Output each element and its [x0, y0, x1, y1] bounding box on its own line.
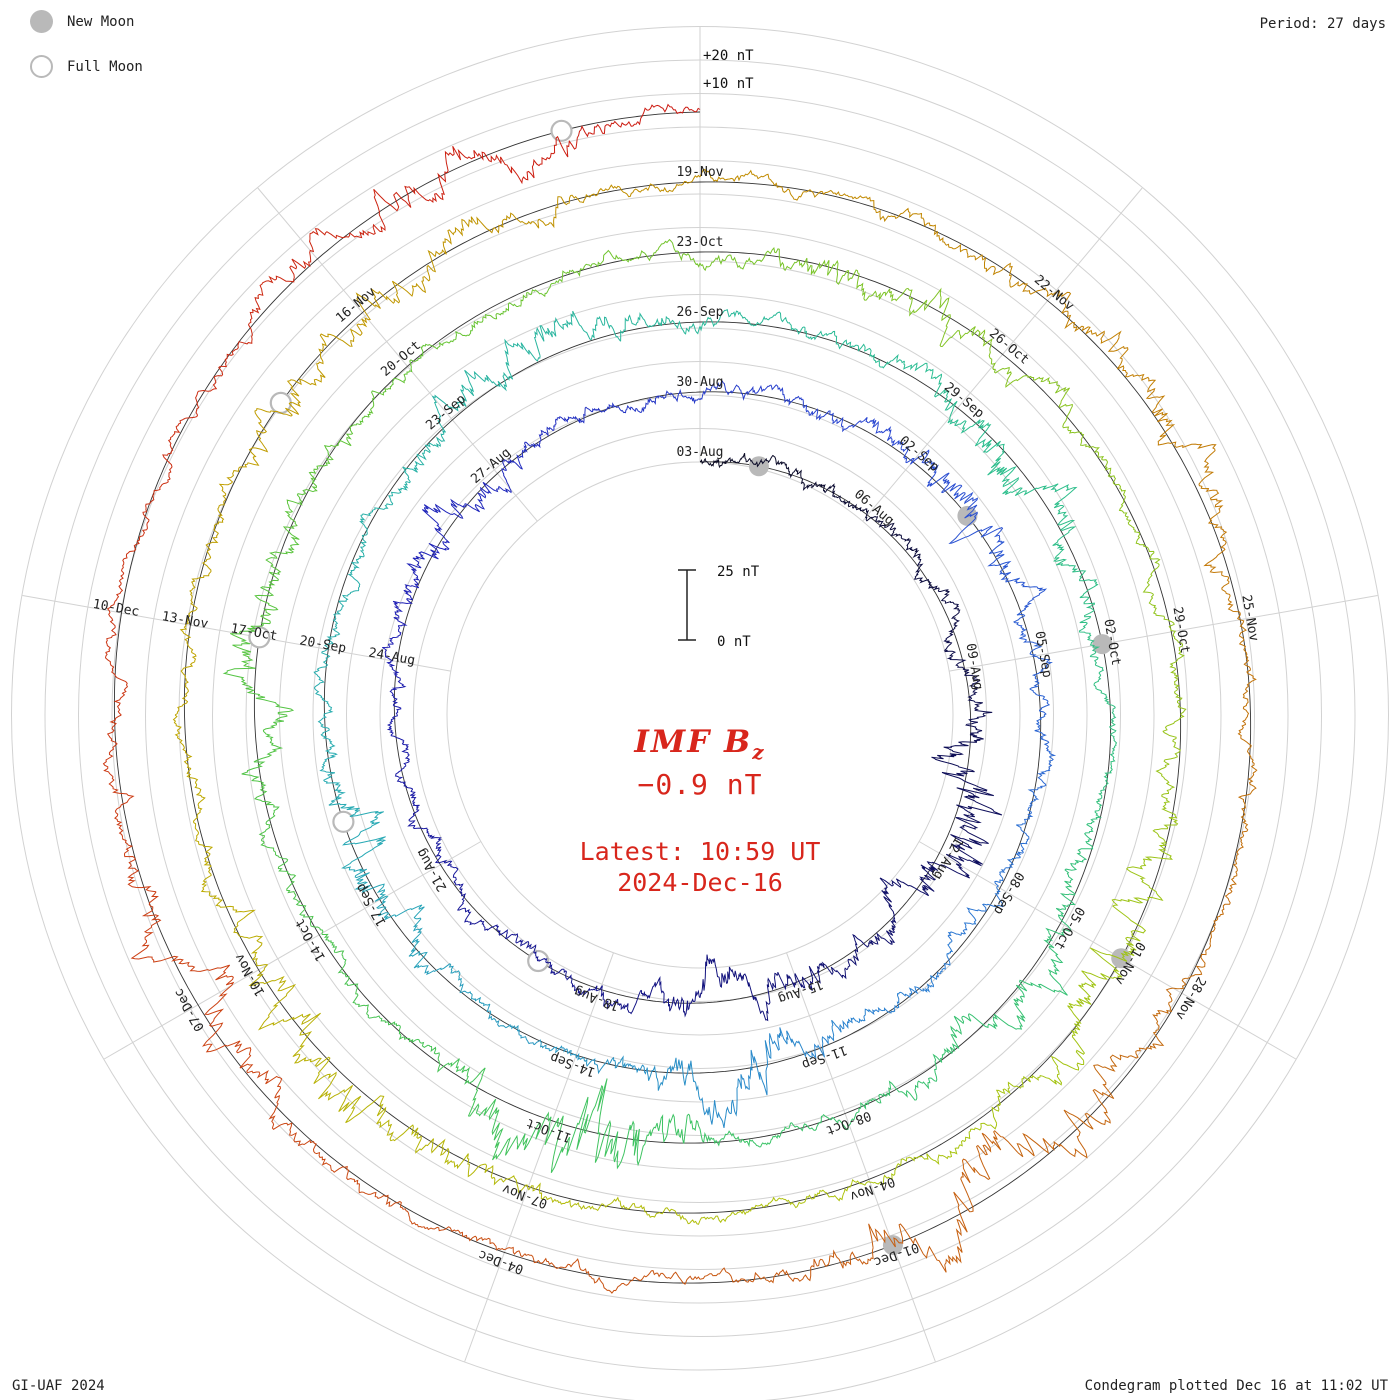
date-label: 09-Aug [962, 642, 985, 691]
date-label: 23-Oct [677, 235, 724, 250]
baseline-spiral [113, 111, 1252, 1284]
legend-new-moon: New Moon [30, 10, 143, 33]
full-moon-marker [269, 391, 292, 414]
credit-label: GI-UAF 2024 [12, 1378, 105, 1394]
date-label: 26-Sep [677, 305, 724, 320]
date-label: 16-Nov [333, 284, 379, 326]
chart-title-main: IMF B [634, 724, 753, 760]
new-moon-marker [1092, 634, 1113, 655]
full-moon-marker [550, 119, 573, 142]
full-moon-marker [248, 626, 271, 649]
legend-full-moon: Full Moon [30, 55, 143, 78]
full-moon-marker [332, 810, 355, 833]
radial-annotations: +10 nT +20 nT [703, 48, 754, 92]
latest-time: Latest: 10:59 UT [579, 837, 821, 867]
current-bz-value: −0.9 nT [637, 768, 763, 802]
scale-bar: 25 nT 0 nT [678, 564, 760, 650]
date-labels: 03-Aug06-Aug09-Aug12-Aug15-Aug18-Aug21-A… [92, 165, 1262, 1277]
new-moon-label: New Moon [67, 13, 135, 30]
date-label: 27-Aug [468, 445, 514, 487]
latest-date: 2024-Dec-16 [617, 868, 783, 898]
polar-grid [11, 26, 1389, 1400]
date-label: 30-Aug [677, 375, 724, 390]
plus10-label: +10 nT [703, 76, 754, 92]
full-moon-marker [527, 949, 550, 973]
chart-title-sub: z [752, 740, 766, 765]
date-label: 10-Nov [232, 950, 269, 998]
center-annotation: IMF Bz −0.9 nT Latest: 10:59 UT 2024-Dec… [0, 724, 1400, 897]
moon-markers [248, 119, 1132, 1256]
full-moon-icon [30, 55, 53, 78]
bz-trace [102, 103, 1258, 1294]
date-label: 23-Sep [423, 392, 469, 434]
scale-bottom-label: 0 nT [717, 634, 751, 650]
new-moon-marker [882, 1235, 903, 1256]
moon-phase-legend: New Moon Full Moon [30, 10, 143, 100]
date-label: 05-Oct [1051, 904, 1087, 952]
full-moon-label: Full Moon [67, 58, 143, 75]
plotted-timestamp: Condegram plotted Dec 16 at 11:02 UT [1084, 1378, 1388, 1394]
date-label: 29-Oct [1169, 606, 1192, 655]
date-label: 07-Dec [171, 986, 207, 1034]
date-label: 19-Nov [677, 165, 724, 180]
chart-title: IMF Bz [0, 724, 1400, 764]
date-label: 25-Nov [1238, 594, 1261, 643]
date-label: 10-Dec [92, 597, 141, 620]
date-label: 03-Aug [677, 445, 724, 460]
scale-top-label: 25 nT [717, 564, 760, 580]
plus20-label: +20 nT [703, 48, 754, 64]
new-moon-icon [30, 10, 53, 33]
period-label: Period: 27 days [1259, 16, 1386, 32]
